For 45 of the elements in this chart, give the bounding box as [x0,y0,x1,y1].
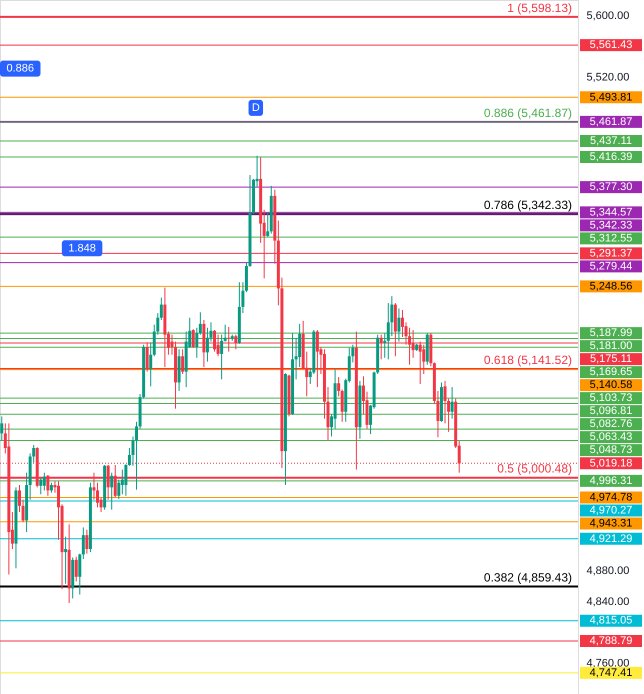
y-tick-label: 5,600.00 [586,10,630,22]
annotation: 1.848 [68,242,96,254]
ref-line-label: 4,815.05 [590,614,632,627]
ref-line-label: 5,344.57 [590,206,632,218]
ref-line-label: 5,493.81 [590,91,632,104]
ref-line-label: 4,747.41 [590,666,632,679]
ref-line-label: 5,291.37 [590,247,632,260]
ref-line-label: 5,175.11 [590,353,632,366]
ref-line-label: 5,416.39 [590,151,632,164]
ref-line-label: 4,996.31 [590,474,632,487]
ref-line-label: 5,063.43 [590,431,632,444]
ref-line-label: 5,103.73 [590,392,632,404]
ref-line-label: 5,082.76 [590,418,632,430]
ref-line-label: 4,788.79 [590,634,632,647]
annotation: 0.886 [6,62,34,75]
ref-line-label: 5,437.11 [590,135,632,148]
ref-line-label: 5,181.00 [590,340,632,352]
annotation: 0.5 (5,000.48) [497,462,572,476]
ref-line-label: 5,342.33 [590,219,632,232]
ref-line-label: 5,169.65 [590,366,632,378]
annotation: D [252,102,260,114]
ref-line-label: 5,096.81 [590,405,632,418]
ref-line-label: 4,921.29 [590,532,632,545]
annotation: 0.618 (5,141.52) [484,352,572,367]
ref-line-label: 5,140.58 [590,379,632,392]
candlestick [64,536,68,584]
annotation: 0.886 (5,461.87) [484,106,572,120]
annotation: 0.786 (5,342.33) [484,198,572,212]
ref-line-label: 5,312.55 [590,232,632,244]
ref-line-label: 5,461.87 [590,116,632,128]
annotation: 1 (5,598.13) [507,0,572,15]
y-tick-label: 5,520.00 [586,72,630,84]
ref-line-label: 5,048.73 [590,444,632,456]
ref-line-label: 5,377.30 [590,181,632,194]
ref-line-label: 5,279.44 [590,260,632,272]
annotation: 0.382 (4,859.43) [484,570,572,584]
ref-line-label: 5,187.99 [590,327,632,340]
y-tick-label: 4,880.00 [586,565,630,578]
y-tick-label: 4,840.00 [586,596,630,608]
ref-line-label: 5,561.43 [590,39,632,52]
ref-line-label: 4,943.31 [590,518,632,530]
ref-line-label: 4,970.27 [590,504,632,517]
ref-line-label: 5,248.56 [590,280,632,292]
ref-line-label: 5,019.18 [590,457,632,470]
ref-line-label: 4,974.78 [590,492,632,504]
